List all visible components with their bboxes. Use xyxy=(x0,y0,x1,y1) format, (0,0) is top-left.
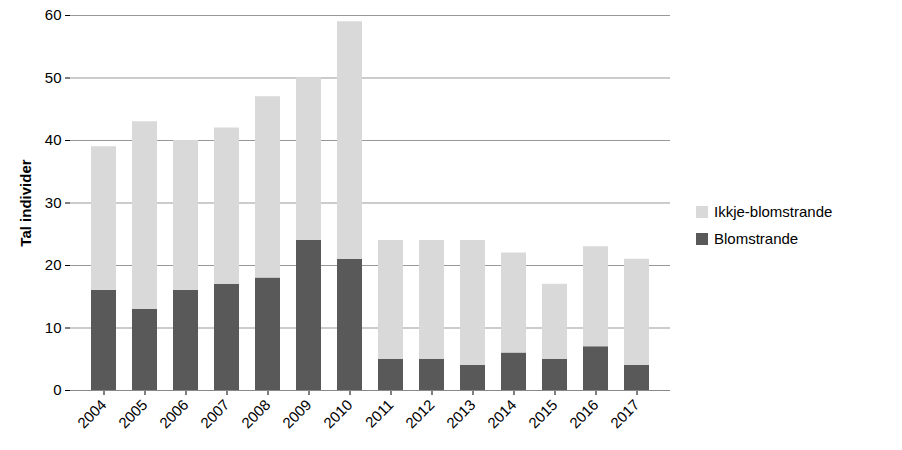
svg-text:40: 40 xyxy=(45,131,62,148)
svg-text:2009: 2009 xyxy=(279,396,315,432)
svg-text:2012: 2012 xyxy=(402,396,438,432)
svg-text:50: 50 xyxy=(45,69,62,86)
html-text:Blomstrande: Blomstrande xyxy=(714,230,799,247)
svg-text:2010: 2010 xyxy=(320,396,356,432)
svg-text:10: 10 xyxy=(45,319,62,336)
html-text:Ikkje-blomstrande: Ikkje-blomstrande xyxy=(714,203,833,220)
svg-text:2005: 2005 xyxy=(115,396,151,432)
svg-text:20: 20 xyxy=(45,256,62,273)
svg-text:2017: 2017 xyxy=(607,396,643,432)
svg-text:2014: 2014 xyxy=(484,396,520,432)
svg-text:30: 30 xyxy=(45,194,62,211)
svg-text:Tal individer: Tal individer xyxy=(17,159,34,246)
svg-text:2013: 2013 xyxy=(443,396,479,432)
svg-text:0: 0 xyxy=(53,381,61,398)
svg-text:2011: 2011 xyxy=(362,396,397,431)
svg-text:2016: 2016 xyxy=(566,396,602,432)
svg-text:2004: 2004 xyxy=(74,396,110,432)
svg-text:2015: 2015 xyxy=(525,396,561,432)
svg-text:2008: 2008 xyxy=(238,396,274,432)
svg-text:60: 60 xyxy=(45,6,62,23)
svg-text:2006: 2006 xyxy=(156,396,192,432)
svg-text:2007: 2007 xyxy=(197,396,233,432)
